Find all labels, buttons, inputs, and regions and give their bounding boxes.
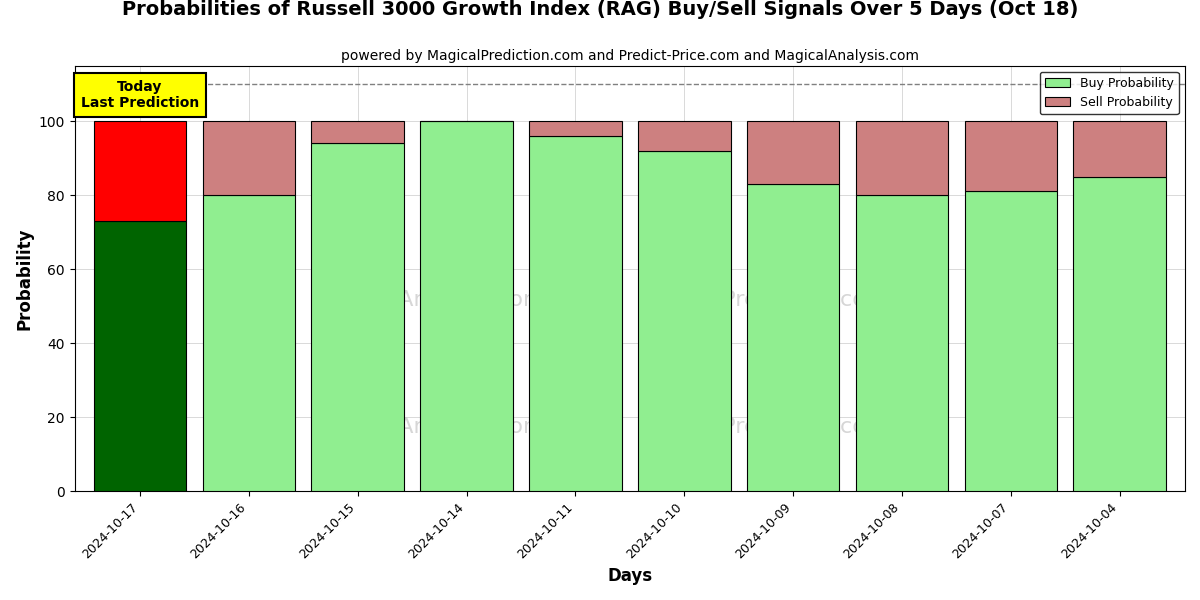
Bar bbox=[94, 121, 186, 221]
Text: MagicalPrediction.com: MagicalPrediction.com bbox=[638, 290, 888, 310]
Bar bbox=[203, 121, 295, 195]
Bar bbox=[529, 121, 622, 136]
Bar bbox=[420, 121, 512, 491]
Bar bbox=[203, 195, 295, 491]
Text: Probabilities of Russell 3000 Growth Index (RAG) Buy/Sell Signals Over 5 Days (O: Probabilities of Russell 3000 Growth Ind… bbox=[122, 0, 1078, 19]
Bar bbox=[638, 151, 731, 491]
Legend: Buy Probability, Sell Probability: Buy Probability, Sell Probability bbox=[1040, 72, 1178, 114]
Bar bbox=[529, 136, 622, 491]
Bar bbox=[638, 121, 731, 151]
Bar bbox=[1074, 121, 1166, 176]
Bar bbox=[856, 121, 948, 195]
Bar bbox=[746, 184, 839, 491]
Text: MagicalAnalysis.com: MagicalAnalysis.com bbox=[314, 418, 546, 437]
Y-axis label: Probability: Probability bbox=[16, 227, 34, 329]
Bar bbox=[1074, 176, 1166, 491]
Bar bbox=[965, 121, 1057, 191]
Text: Today
Last Prediction: Today Last Prediction bbox=[80, 80, 199, 110]
Bar bbox=[856, 195, 948, 491]
Bar bbox=[965, 191, 1057, 491]
Text: MagicalAnalysis.com: MagicalAnalysis.com bbox=[314, 290, 546, 310]
X-axis label: Days: Days bbox=[607, 567, 653, 585]
Bar bbox=[94, 221, 186, 491]
Title: powered by MagicalPrediction.com and Predict-Price.com and MagicalAnalysis.com: powered by MagicalPrediction.com and Pre… bbox=[341, 49, 919, 63]
Bar bbox=[746, 121, 839, 184]
Bar bbox=[312, 143, 404, 491]
Bar bbox=[312, 121, 404, 143]
Text: MagicalPrediction.com: MagicalPrediction.com bbox=[638, 418, 888, 437]
